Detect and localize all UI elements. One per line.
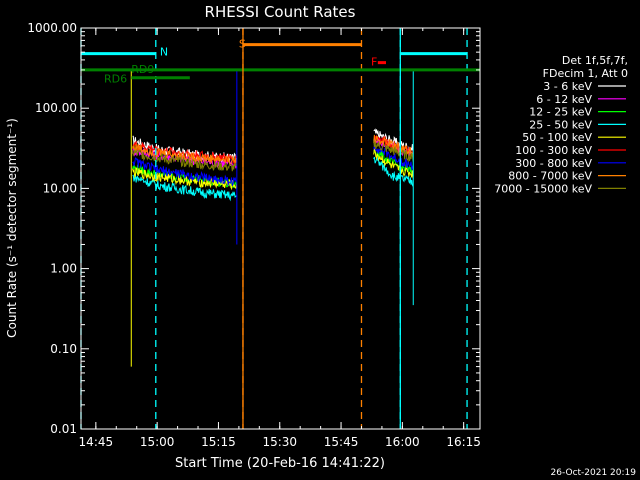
series-line-8 bbox=[132, 143, 237, 166]
x-tick-label: 15:45 bbox=[324, 435, 359, 449]
data-layer bbox=[130, 65, 414, 367]
series-line-7 bbox=[373, 145, 414, 170]
legend-label: 800 - 7000 keV bbox=[508, 170, 592, 183]
annotation-label: F bbox=[371, 56, 377, 69]
legend-label: 6 - 12 keV bbox=[536, 93, 592, 106]
x-tick-label: 16:00 bbox=[385, 435, 420, 449]
y-tick-label: 100.00 bbox=[35, 101, 77, 115]
x-axis-label: Start Time (20-Feb-16 14:41:22) bbox=[175, 456, 385, 471]
chart-title: RHESSI Count Rates bbox=[205, 3, 356, 21]
x-axis: 14:45 15:00 15:15 15:30 15:45 16:00 16:15 bbox=[79, 28, 481, 449]
x-tick-label: 15:00 bbox=[140, 435, 175, 449]
series-line-5 bbox=[373, 148, 414, 179]
legend-label: 25 - 50 keV bbox=[529, 118, 592, 131]
x-tick-label: 16:15 bbox=[446, 435, 481, 449]
series-line-4 bbox=[132, 173, 237, 202]
y-axis-label: Count Rate (s⁻¹ detector segment⁻¹) bbox=[5, 118, 19, 338]
legend-label: 12 - 25 keV bbox=[529, 106, 592, 119]
legend-label: 3 - 6 keV bbox=[543, 80, 592, 93]
annotation-label: N bbox=[160, 46, 168, 59]
annotation-label: RD6 bbox=[104, 73, 127, 86]
legend-label: 100 - 300 keV bbox=[515, 144, 592, 157]
legend-header: FDecim 1, Att 0 bbox=[543, 67, 628, 80]
y-tick-label: 0.01 bbox=[50, 422, 77, 436]
y-tick-label: 1000.00 bbox=[27, 21, 77, 35]
legend-label: 50 - 100 keV bbox=[522, 131, 592, 144]
legend-header: Det 1f,5f,7f, bbox=[562, 54, 628, 67]
y-tick-label: 10.00 bbox=[43, 181, 77, 195]
series-line-9 bbox=[132, 148, 237, 172]
x-tick-label: 14:45 bbox=[79, 435, 114, 449]
legend-label: 7000 - 15000 keV bbox=[494, 182, 592, 195]
timestamp: 26-Oct-2021 20:19 bbox=[551, 468, 637, 478]
legend-label: 300 - 800 keV bbox=[515, 157, 592, 170]
series-line-7 bbox=[132, 157, 237, 187]
x-tick-label: 15:30 bbox=[262, 435, 297, 449]
y-tick-label: 0.10 bbox=[50, 342, 77, 356]
series-line-4 bbox=[373, 156, 414, 187]
series-line-9 bbox=[373, 139, 414, 163]
annotation-label: RD9 bbox=[131, 63, 154, 76]
y-tick-label: 1.00 bbox=[50, 262, 77, 276]
plot-frame bbox=[80, 27, 481, 430]
annotation-layer: NSFRD9RD6 bbox=[80, 28, 480, 429]
y-axis: 0.01 0.10 1.00 10.00 100.00 1000.00 bbox=[27, 21, 480, 436]
x-tick-label: 15:15 bbox=[201, 435, 236, 449]
